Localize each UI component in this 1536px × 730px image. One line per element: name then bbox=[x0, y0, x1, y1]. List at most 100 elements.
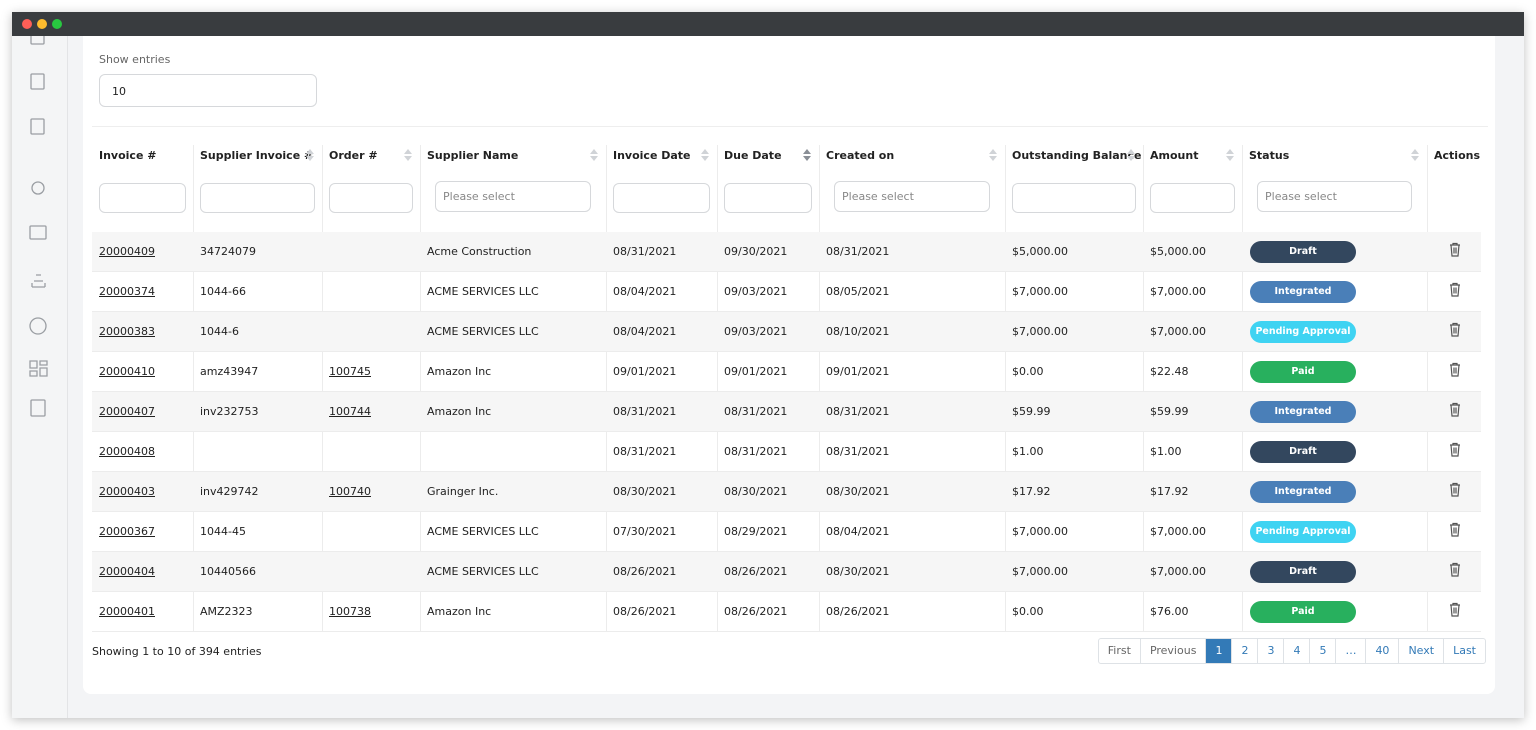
icon[interactable] bbox=[31, 181, 45, 195]
cell-link[interactable]: 20000404 bbox=[99, 565, 155, 578]
icon[interactable] bbox=[30, 399, 46, 417]
sort-down[interactable] bbox=[306, 156, 314, 161]
cell-link[interactable]: 100745 bbox=[329, 365, 371, 378]
icon[interactable] bbox=[29, 225, 47, 240]
page-button[interactable]: 1 bbox=[1205, 639, 1232, 663]
sort-down[interactable] bbox=[989, 156, 997, 161]
cell-link[interactable]: 20000367 bbox=[99, 525, 155, 538]
page-button[interactable]: First bbox=[1107, 644, 1131, 657]
cell: 1044-45 bbox=[200, 525, 246, 538]
entries-select[interactable]: 10 bbox=[99, 74, 317, 107]
sidebar-icons bbox=[29, 29, 48, 417]
sort-down[interactable] bbox=[1127, 156, 1135, 161]
sort-up[interactable] bbox=[989, 149, 997, 154]
column-filter[interactable]: Please select bbox=[1257, 181, 1412, 212]
sort-up[interactable] bbox=[1411, 149, 1419, 154]
row-border bbox=[92, 351, 1481, 352]
cell-link[interactable]: 20000403 bbox=[99, 485, 155, 498]
page-button[interactable]: Previous bbox=[1139, 639, 1206, 663]
delete-icon[interactable] bbox=[1448, 282, 1462, 298]
column-header[interactable]: Supplier Name bbox=[427, 149, 519, 162]
column-filter[interactable] bbox=[99, 183, 186, 213]
column-header[interactable]: Invoice # bbox=[99, 149, 157, 162]
column-filter[interactable]: Please select bbox=[435, 181, 591, 212]
column-header[interactable]: Actions bbox=[1434, 149, 1480, 162]
sort-down[interactable] bbox=[803, 156, 811, 161]
page-button[interactable]: 40 bbox=[1365, 639, 1398, 663]
column-header[interactable]: Order # bbox=[329, 149, 378, 162]
sort-down[interactable] bbox=[590, 156, 598, 161]
cell-link[interactable]: 20000408 bbox=[99, 445, 155, 458]
cell: 08/04/2021 bbox=[613, 325, 677, 338]
sort-up[interactable] bbox=[1226, 149, 1234, 154]
icon[interactable] bbox=[30, 29, 45, 45]
cell-link[interactable]: 100740 bbox=[329, 485, 371, 498]
icon[interactable] bbox=[29, 317, 47, 335]
delete-icon[interactable] bbox=[1448, 322, 1462, 338]
delete-icon[interactable] bbox=[1448, 522, 1462, 538]
icon[interactable] bbox=[29, 360, 48, 377]
sort-down[interactable] bbox=[404, 156, 412, 161]
delete-icon[interactable] bbox=[1448, 482, 1462, 498]
column-filter[interactable] bbox=[1150, 183, 1235, 213]
page-button[interactable]: Next bbox=[1398, 639, 1443, 663]
delete-icon[interactable] bbox=[1448, 242, 1462, 258]
delete-icon[interactable] bbox=[1448, 402, 1462, 418]
cell-link[interactable]: 20000374 bbox=[99, 285, 155, 298]
cell: 1044-6 bbox=[200, 325, 239, 338]
page-button[interactable]: … bbox=[1335, 639, 1365, 663]
cell: AMZ2323 bbox=[200, 605, 253, 618]
column-header[interactable]: Amount bbox=[1150, 149, 1199, 162]
delete-icon[interactable] bbox=[1448, 562, 1462, 578]
sort-up[interactable] bbox=[1127, 149, 1135, 154]
cell: 08/26/2021 bbox=[724, 565, 788, 578]
sort-down[interactable] bbox=[1411, 156, 1419, 161]
cell-link[interactable]: 100744 bbox=[329, 405, 371, 418]
cell-link[interactable]: 20000401 bbox=[99, 605, 155, 618]
sort-up[interactable] bbox=[803, 149, 811, 154]
cell-link[interactable]: 100738 bbox=[329, 605, 371, 618]
sort-up[interactable] bbox=[701, 149, 709, 154]
cell: $0.00 bbox=[1012, 365, 1044, 378]
cell: 07/30/2021 bbox=[613, 525, 677, 538]
delete-icon[interactable] bbox=[1448, 602, 1462, 618]
page-button[interactable]: 5 bbox=[1309, 639, 1335, 663]
column-filter[interactable]: Please select bbox=[834, 181, 990, 212]
maximize-button[interactable] bbox=[52, 19, 62, 29]
delete-icon[interactable] bbox=[1448, 442, 1462, 458]
cell-link[interactable]: 20000383 bbox=[99, 325, 155, 338]
sort-up[interactable] bbox=[404, 149, 412, 154]
page-button[interactable]: 3 bbox=[1257, 639, 1283, 663]
row-border bbox=[92, 551, 1481, 552]
column-header[interactable]: Outstanding Balance bbox=[1012, 149, 1142, 162]
delete-icon[interactable] bbox=[1448, 362, 1462, 378]
icon[interactable] bbox=[30, 118, 45, 135]
icon[interactable] bbox=[30, 73, 45, 90]
cell: 08/31/2021 bbox=[613, 445, 677, 458]
column-filter[interactable] bbox=[1012, 183, 1136, 213]
sort-down[interactable] bbox=[1226, 156, 1234, 161]
cell-link[interactable]: 20000410 bbox=[99, 365, 155, 378]
sort-down[interactable] bbox=[701, 156, 709, 161]
column-filter[interactable] bbox=[613, 183, 710, 213]
column-header[interactable]: Due Date bbox=[724, 149, 782, 162]
cell-link[interactable]: 20000409 bbox=[99, 245, 155, 258]
icon[interactable] bbox=[31, 274, 46, 288]
cell: 08/30/2021 bbox=[826, 485, 890, 498]
page-button[interactable]: Last bbox=[1443, 639, 1485, 663]
page-button[interactable]: 2 bbox=[1231, 639, 1257, 663]
sort-up[interactable] bbox=[306, 149, 314, 154]
column-filter[interactable] bbox=[329, 183, 413, 213]
page-button[interactable]: 4 bbox=[1283, 639, 1309, 663]
cell-link[interactable]: 20000407 bbox=[99, 405, 155, 418]
close-button[interactable] bbox=[22, 19, 32, 29]
column-filter[interactable] bbox=[724, 183, 812, 213]
column-header[interactable]: Supplier Invoice # bbox=[200, 149, 314, 162]
column-filter[interactable] bbox=[200, 183, 315, 213]
column-header[interactable]: Created on bbox=[826, 149, 895, 162]
column-separator bbox=[1427, 145, 1428, 632]
sort-up[interactable] bbox=[590, 149, 598, 154]
column-header[interactable]: Invoice Date bbox=[613, 149, 691, 162]
column-header[interactable]: Status bbox=[1249, 149, 1290, 162]
minimize-button[interactable] bbox=[37, 19, 47, 29]
